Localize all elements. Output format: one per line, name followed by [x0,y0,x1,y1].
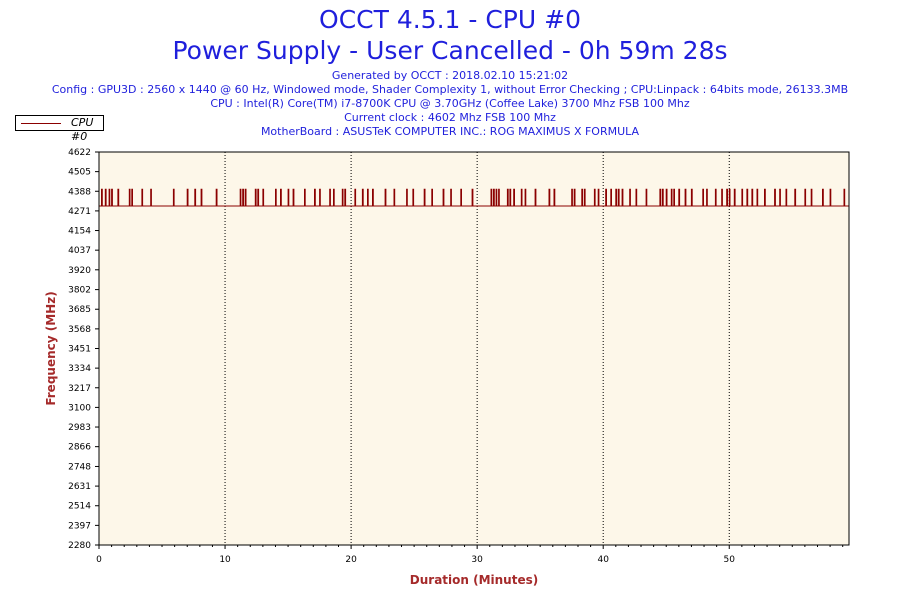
y-tick-label: 2280 [68,541,91,551]
legend-label: CPU #0 [71,116,94,143]
y-tick-label: 3217 [68,384,91,394]
y-tick-label: 3685 [68,305,91,315]
plot-area [99,152,849,545]
y-tick-label: 2748 [68,462,91,472]
y-tick-label: 3334 [68,364,91,374]
series-line-cpu0 [99,188,849,207]
legend: CPU #0 [15,115,104,143]
y-tick-label: 4622 [68,148,91,158]
y-tick-label: 4037 [68,246,91,256]
y-tick-label: 2397 [68,521,91,531]
chart-subtitle: Power Supply - User Cancelled - 0h 59m 2… [172,36,728,65]
y-tick-label: 4505 [68,168,91,178]
x-tick-label: 40 [597,555,609,565]
x-tick-label: 50 [724,555,736,565]
cpu-info: CPU : Intel(R) Core(TM) i7-8700K CPU @ 3… [210,97,690,110]
x-tick-label: 10 [219,555,231,565]
y-tick-label: 3802 [68,286,91,296]
y-tick-label: 3920 [68,266,91,276]
y-tick-label: 2631 [68,482,91,492]
motherboard-info: MotherBoard : ASUSTeK COMPUTER INC.: ROG… [260,125,640,138]
y-tick-label: 4271 [68,207,91,217]
y-axis-title: Frequency (MHz) [44,291,58,405]
generated-info: Generated by OCCT : 2018.02.10 15:21:02 [331,69,569,82]
y-tick-label: 3568 [68,325,91,335]
config-info: Config : GPU3D : 2560 x 1440 @ 60 Hz, Wi… [51,83,849,96]
y-tick-label: 2983 [68,423,91,433]
y-tick-label: 3451 [68,345,91,355]
x-tick-label: 30 [471,555,483,565]
y-tick-label: 3100 [68,403,91,413]
y-tick-label: 2514 [68,502,91,512]
x-axis-title: Duration (Minutes) [410,573,538,587]
chart-title: OCCT 4.5.1 - CPU #0 [319,5,581,34]
legend-swatch [21,123,61,124]
x-tick-label: 0 [96,555,102,565]
y-tick-label: 2866 [68,443,91,453]
clock-info: Current clock : 4602 Mhz FSB 100 Mhz [344,111,556,124]
y-tick-label: 4388 [68,187,91,197]
y-tick-label: 4154 [68,227,91,237]
x-tick-label: 20 [345,555,357,565]
